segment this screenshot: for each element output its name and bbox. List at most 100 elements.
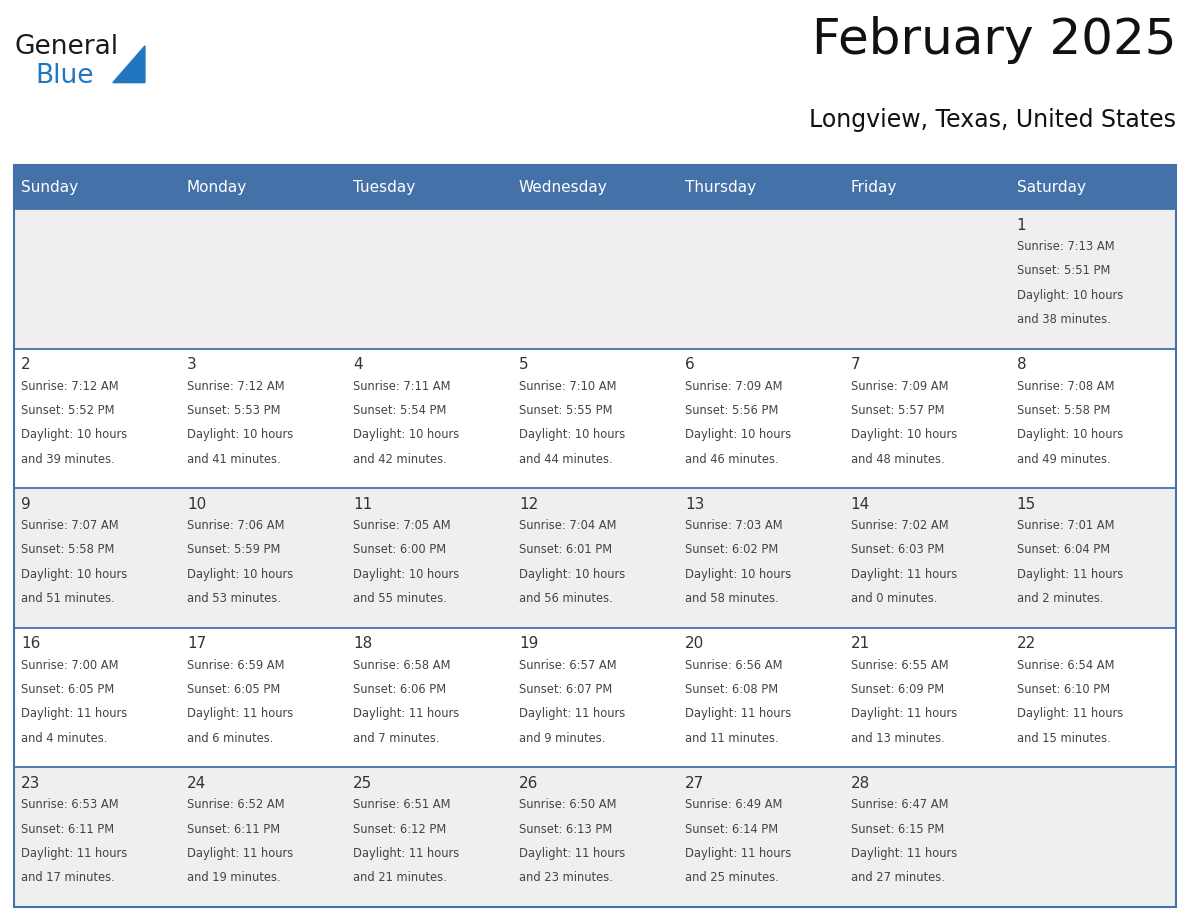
Text: Daylight: 11 hours: Daylight: 11 hours	[684, 708, 791, 721]
Text: and 51 minutes.: and 51 minutes.	[21, 592, 115, 605]
Text: Longview, Texas, United States: Longview, Texas, United States	[809, 108, 1176, 132]
Text: Sunset: 5:55 PM: Sunset: 5:55 PM	[519, 404, 612, 417]
Text: 18: 18	[353, 636, 372, 651]
Text: Sunset: 6:05 PM: Sunset: 6:05 PM	[21, 683, 114, 696]
Text: and 6 minutes.: and 6 minutes.	[187, 732, 273, 744]
Text: and 15 minutes.: and 15 minutes.	[1017, 732, 1111, 744]
Text: 26: 26	[519, 776, 538, 790]
Text: Sunrise: 7:09 AM: Sunrise: 7:09 AM	[684, 379, 783, 393]
Text: Daylight: 10 hours: Daylight: 10 hours	[353, 429, 459, 442]
Text: and 21 minutes.: and 21 minutes.	[353, 871, 447, 884]
Text: 2: 2	[21, 357, 31, 372]
Text: 7: 7	[851, 357, 860, 372]
Text: Sunset: 5:53 PM: Sunset: 5:53 PM	[187, 404, 280, 417]
Text: Sunrise: 6:58 AM: Sunrise: 6:58 AM	[353, 658, 450, 672]
Text: Sunrise: 7:09 AM: Sunrise: 7:09 AM	[851, 379, 948, 393]
Text: Sunrise: 6:59 AM: Sunrise: 6:59 AM	[187, 658, 284, 672]
Text: 20: 20	[684, 636, 704, 651]
Text: Daylight: 11 hours: Daylight: 11 hours	[851, 568, 958, 581]
Text: Daylight: 10 hours: Daylight: 10 hours	[1017, 429, 1123, 442]
Text: 19: 19	[519, 636, 538, 651]
Text: Sunset: 5:59 PM: Sunset: 5:59 PM	[187, 543, 280, 556]
Text: Sunset: 6:04 PM: Sunset: 6:04 PM	[1017, 543, 1110, 556]
Text: Sunset: 5:54 PM: Sunset: 5:54 PM	[353, 404, 447, 417]
Text: Sunrise: 7:11 AM: Sunrise: 7:11 AM	[353, 379, 450, 393]
Text: Sunrise: 7:13 AM: Sunrise: 7:13 AM	[1017, 240, 1114, 253]
Text: Daylight: 10 hours: Daylight: 10 hours	[519, 568, 625, 581]
Text: and 58 minutes.: and 58 minutes.	[684, 592, 778, 605]
Text: Daylight: 11 hours: Daylight: 11 hours	[21, 708, 127, 721]
Text: Sunset: 6:15 PM: Sunset: 6:15 PM	[851, 823, 944, 835]
Text: Sunset: 6:02 PM: Sunset: 6:02 PM	[684, 543, 778, 556]
Text: Sunrise: 7:02 AM: Sunrise: 7:02 AM	[851, 519, 948, 532]
Text: Daylight: 11 hours: Daylight: 11 hours	[851, 708, 958, 721]
Text: Daylight: 11 hours: Daylight: 11 hours	[519, 708, 625, 721]
Text: Sunrise: 6:51 AM: Sunrise: 6:51 AM	[353, 798, 450, 812]
Text: Daylight: 11 hours: Daylight: 11 hours	[1017, 708, 1123, 721]
Text: Sunset: 5:52 PM: Sunset: 5:52 PM	[21, 404, 114, 417]
Polygon shape	[113, 46, 145, 83]
Text: 4: 4	[353, 357, 362, 372]
Text: Sunset: 5:51 PM: Sunset: 5:51 PM	[1017, 264, 1110, 277]
Text: 16: 16	[21, 636, 40, 651]
Text: Sunset: 6:14 PM: Sunset: 6:14 PM	[684, 823, 778, 835]
Text: Daylight: 10 hours: Daylight: 10 hours	[353, 568, 459, 581]
Text: and 27 minutes.: and 27 minutes.	[851, 871, 944, 884]
Text: Sunrise: 6:56 AM: Sunrise: 6:56 AM	[684, 658, 783, 672]
Text: and 11 minutes.: and 11 minutes.	[684, 732, 778, 744]
Text: Sunset: 6:10 PM: Sunset: 6:10 PM	[1017, 683, 1110, 696]
Text: Daylight: 10 hours: Daylight: 10 hours	[187, 568, 293, 581]
Text: Daylight: 11 hours: Daylight: 11 hours	[21, 847, 127, 860]
Text: and 46 minutes.: and 46 minutes.	[684, 453, 778, 465]
Text: Daylight: 10 hours: Daylight: 10 hours	[187, 429, 293, 442]
Text: 8: 8	[1017, 357, 1026, 372]
Text: 13: 13	[684, 497, 704, 511]
Text: Sunset: 5:58 PM: Sunset: 5:58 PM	[1017, 404, 1110, 417]
Text: and 2 minutes.: and 2 minutes.	[1017, 592, 1104, 605]
Text: 10: 10	[187, 497, 207, 511]
Text: Sunset: 6:05 PM: Sunset: 6:05 PM	[187, 683, 280, 696]
Text: and 7 minutes.: and 7 minutes.	[353, 732, 440, 744]
Text: Daylight: 11 hours: Daylight: 11 hours	[684, 847, 791, 860]
Text: Blue: Blue	[36, 63, 94, 89]
Text: Sunrise: 6:55 AM: Sunrise: 6:55 AM	[851, 658, 948, 672]
Text: 12: 12	[519, 497, 538, 511]
Text: 25: 25	[353, 776, 372, 790]
Text: 11: 11	[353, 497, 372, 511]
Text: Sunrise: 7:04 AM: Sunrise: 7:04 AM	[519, 519, 617, 532]
Text: and 39 minutes.: and 39 minutes.	[21, 453, 115, 465]
Text: Sunset: 6:03 PM: Sunset: 6:03 PM	[851, 543, 944, 556]
Text: Sunrise: 7:08 AM: Sunrise: 7:08 AM	[1017, 379, 1114, 393]
Text: Sunrise: 7:12 AM: Sunrise: 7:12 AM	[21, 379, 119, 393]
Text: and 48 minutes.: and 48 minutes.	[851, 453, 944, 465]
Text: 24: 24	[187, 776, 207, 790]
Text: 27: 27	[684, 776, 704, 790]
Text: 14: 14	[851, 497, 870, 511]
Text: Sunset: 5:57 PM: Sunset: 5:57 PM	[851, 404, 944, 417]
Text: 17: 17	[187, 636, 207, 651]
Text: Sunrise: 6:50 AM: Sunrise: 6:50 AM	[519, 798, 617, 812]
Text: Sunset: 6:11 PM: Sunset: 6:11 PM	[21, 823, 114, 835]
Text: and 4 minutes.: and 4 minutes.	[21, 732, 107, 744]
Text: Daylight: 11 hours: Daylight: 11 hours	[519, 847, 625, 860]
Text: Friday: Friday	[851, 180, 897, 195]
Text: General: General	[14, 34, 119, 60]
Text: Sunrise: 6:57 AM: Sunrise: 6:57 AM	[519, 658, 617, 672]
Text: Daylight: 10 hours: Daylight: 10 hours	[519, 429, 625, 442]
Text: and 56 minutes.: and 56 minutes.	[519, 592, 613, 605]
Text: and 38 minutes.: and 38 minutes.	[1017, 313, 1111, 326]
Text: Sunset: 6:06 PM: Sunset: 6:06 PM	[353, 683, 446, 696]
Text: Daylight: 11 hours: Daylight: 11 hours	[353, 847, 459, 860]
Text: Tuesday: Tuesday	[353, 180, 415, 195]
Text: and 19 minutes.: and 19 minutes.	[187, 871, 280, 884]
Text: 28: 28	[851, 776, 870, 790]
Text: Daylight: 10 hours: Daylight: 10 hours	[21, 429, 127, 442]
Text: and 42 minutes.: and 42 minutes.	[353, 453, 447, 465]
Text: and 0 minutes.: and 0 minutes.	[851, 592, 937, 605]
Text: Wednesday: Wednesday	[519, 180, 607, 195]
Text: Daylight: 10 hours: Daylight: 10 hours	[684, 429, 791, 442]
Text: 15: 15	[1017, 497, 1036, 511]
Text: Sunset: 6:09 PM: Sunset: 6:09 PM	[851, 683, 944, 696]
Text: Daylight: 11 hours: Daylight: 11 hours	[353, 708, 459, 721]
Text: and 23 minutes.: and 23 minutes.	[519, 871, 613, 884]
